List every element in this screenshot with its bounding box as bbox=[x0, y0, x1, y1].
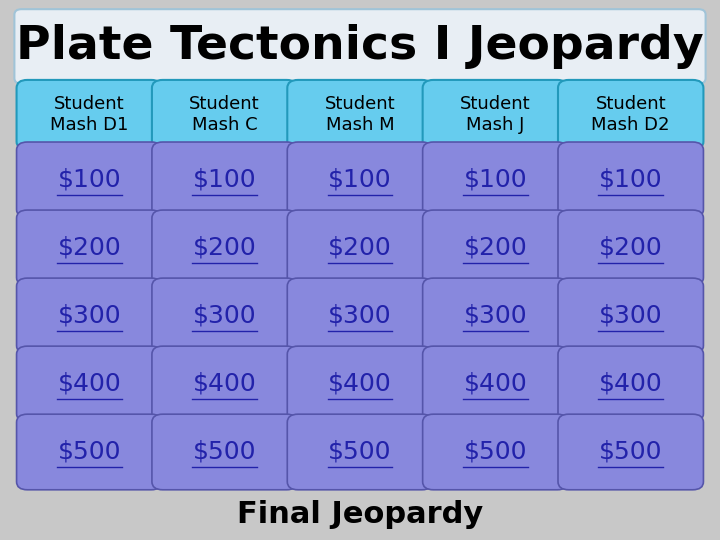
Text: Student
Mash D1: Student Mash D1 bbox=[50, 96, 128, 134]
Text: $200: $200 bbox=[193, 236, 256, 260]
Text: $100: $100 bbox=[464, 168, 527, 192]
FancyBboxPatch shape bbox=[287, 80, 433, 150]
FancyBboxPatch shape bbox=[287, 346, 433, 422]
FancyBboxPatch shape bbox=[558, 142, 703, 218]
FancyBboxPatch shape bbox=[558, 278, 703, 354]
FancyBboxPatch shape bbox=[152, 346, 297, 422]
Text: $400: $400 bbox=[58, 372, 121, 396]
FancyBboxPatch shape bbox=[287, 210, 433, 286]
Text: Student
Mash J: Student Mash J bbox=[460, 96, 531, 134]
FancyBboxPatch shape bbox=[287, 142, 433, 218]
FancyBboxPatch shape bbox=[17, 210, 162, 286]
Text: $100: $100 bbox=[599, 168, 662, 192]
Text: $400: $400 bbox=[193, 372, 256, 396]
Text: $200: $200 bbox=[464, 236, 527, 260]
Text: Student
Mash D2: Student Mash D2 bbox=[591, 96, 670, 134]
Text: $400: $400 bbox=[328, 372, 392, 396]
Text: $300: $300 bbox=[464, 304, 527, 328]
Text: $100: $100 bbox=[58, 168, 121, 192]
Text: $400: $400 bbox=[599, 372, 662, 396]
FancyBboxPatch shape bbox=[17, 80, 162, 150]
FancyBboxPatch shape bbox=[287, 278, 433, 354]
Text: Final Jeopardy: Final Jeopardy bbox=[237, 500, 483, 529]
Text: $100: $100 bbox=[328, 168, 392, 192]
Text: $300: $300 bbox=[193, 304, 256, 328]
FancyBboxPatch shape bbox=[152, 278, 297, 354]
FancyBboxPatch shape bbox=[423, 346, 568, 422]
Text: $100: $100 bbox=[193, 168, 256, 192]
Text: Student
Mash C: Student Mash C bbox=[189, 96, 260, 134]
FancyBboxPatch shape bbox=[17, 414, 162, 490]
Text: $500: $500 bbox=[464, 440, 527, 464]
Text: Plate Tectonics I Jeopardy: Plate Tectonics I Jeopardy bbox=[16, 24, 704, 69]
FancyBboxPatch shape bbox=[558, 80, 703, 150]
FancyBboxPatch shape bbox=[423, 278, 568, 354]
FancyBboxPatch shape bbox=[558, 346, 703, 422]
Text: $200: $200 bbox=[58, 236, 121, 260]
Text: Student
Mash M: Student Mash M bbox=[325, 96, 395, 134]
FancyBboxPatch shape bbox=[152, 414, 297, 490]
Text: $200: $200 bbox=[599, 236, 662, 260]
Text: $500: $500 bbox=[193, 440, 256, 464]
Text: $300: $300 bbox=[599, 304, 662, 328]
FancyBboxPatch shape bbox=[423, 210, 568, 286]
Text: $500: $500 bbox=[58, 440, 121, 464]
Text: $300: $300 bbox=[58, 304, 121, 328]
FancyBboxPatch shape bbox=[558, 210, 703, 286]
FancyBboxPatch shape bbox=[152, 142, 297, 218]
FancyBboxPatch shape bbox=[152, 210, 297, 286]
FancyBboxPatch shape bbox=[17, 278, 162, 354]
Text: $300: $300 bbox=[328, 304, 392, 328]
FancyBboxPatch shape bbox=[423, 80, 568, 150]
FancyBboxPatch shape bbox=[423, 414, 568, 490]
FancyBboxPatch shape bbox=[17, 346, 162, 422]
Text: $500: $500 bbox=[328, 440, 392, 464]
Text: $400: $400 bbox=[464, 372, 527, 396]
FancyBboxPatch shape bbox=[423, 142, 568, 218]
FancyBboxPatch shape bbox=[287, 414, 433, 490]
FancyBboxPatch shape bbox=[558, 414, 703, 490]
Text: $200: $200 bbox=[328, 236, 392, 260]
Text: $500: $500 bbox=[599, 440, 662, 464]
FancyBboxPatch shape bbox=[152, 80, 297, 150]
FancyBboxPatch shape bbox=[17, 142, 162, 218]
FancyBboxPatch shape bbox=[14, 9, 706, 84]
